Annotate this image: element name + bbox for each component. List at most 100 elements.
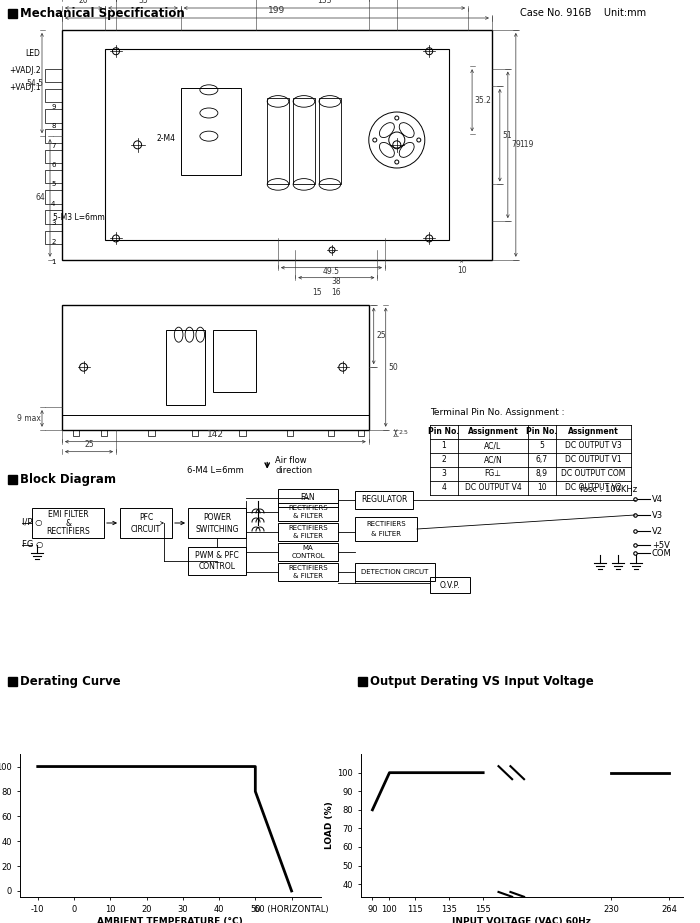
Text: 25: 25 <box>84 439 94 449</box>
Text: REGULATOR: REGULATOR <box>360 496 407 505</box>
Bar <box>278 523 338 541</box>
Bar <box>105 49 449 240</box>
Bar <box>293 98 315 185</box>
Text: +5V: +5V <box>652 541 670 549</box>
Text: 2: 2 <box>51 239 55 246</box>
Bar <box>192 430 198 436</box>
Bar <box>328 430 334 436</box>
Text: DC OUTPUT COM: DC OUTPUT COM <box>561 469 626 478</box>
Text: RECTIFIERS: RECTIFIERS <box>366 521 406 527</box>
Text: 6,7: 6,7 <box>536 455 548 464</box>
Text: AC/N: AC/N <box>484 455 503 464</box>
Bar <box>73 430 79 436</box>
Text: V3: V3 <box>652 510 663 520</box>
Text: &: & <box>65 519 71 528</box>
Bar <box>45 150 62 163</box>
Text: RECTIFIERS: RECTIFIERS <box>288 525 328 532</box>
Text: 50: 50 <box>389 363 398 372</box>
Text: Pin No.: Pin No. <box>526 427 558 437</box>
Text: 20: 20 <box>79 0 88 5</box>
Bar <box>188 547 246 575</box>
Text: 4: 4 <box>51 200 55 207</box>
Bar <box>8 475 17 484</box>
Bar <box>32 508 104 538</box>
Bar <box>8 9 17 18</box>
Text: V2: V2 <box>652 526 663 535</box>
Text: V4: V4 <box>652 495 663 504</box>
X-axis label: AMBIENT TEMPERATURE (°C): AMBIENT TEMPERATURE (°C) <box>97 917 243 923</box>
Text: 38: 38 <box>332 277 341 286</box>
Text: 15: 15 <box>312 288 322 296</box>
Bar <box>278 503 338 521</box>
Text: Terminal Pin No. Assignment :: Terminal Pin No. Assignment : <box>430 408 564 416</box>
Text: O.V.P.: O.V.P. <box>440 581 461 590</box>
Text: DC OUTPUT V1: DC OUTPUT V1 <box>565 455 622 464</box>
Text: Mechanical Specification: Mechanical Specification <box>20 7 185 20</box>
Bar <box>319 98 341 185</box>
Text: COM: COM <box>652 548 672 557</box>
Bar <box>148 430 155 436</box>
Bar <box>45 129 62 143</box>
Text: +VADJ.2: +VADJ.2 <box>9 66 41 75</box>
Text: 6-M4 L=6mm: 6-M4 L=6mm <box>187 466 244 474</box>
Bar <box>181 88 241 174</box>
Y-axis label: LOAD (%): LOAD (%) <box>326 802 335 849</box>
Text: 8: 8 <box>51 124 55 129</box>
Text: FG⊥: FG⊥ <box>484 469 501 478</box>
Text: Derating Curve: Derating Curve <box>20 675 120 688</box>
Text: SWITCHING: SWITCHING <box>195 524 239 533</box>
Bar <box>45 170 62 184</box>
Text: PFC: PFC <box>139 512 153 521</box>
Text: & FILTER: & FILTER <box>293 572 323 579</box>
Text: 2-M4: 2-M4 <box>156 134 175 142</box>
Text: 6: 6 <box>51 162 55 168</box>
Text: +VADJ.1: +VADJ.1 <box>9 83 41 92</box>
Bar <box>62 30 492 259</box>
Bar <box>355 563 435 581</box>
Bar <box>278 489 338 507</box>
Bar <box>45 109 62 123</box>
Bar <box>166 330 204 404</box>
Text: 7: 7 <box>51 143 55 149</box>
Text: RECTIFIERS: RECTIFIERS <box>288 506 328 511</box>
Bar <box>430 577 470 593</box>
Text: DC OUTPUT V4: DC OUTPUT V4 <box>465 483 522 492</box>
Text: fosc : 100KHz: fosc : 100KHz <box>580 485 637 494</box>
Text: & FILTER: & FILTER <box>371 531 401 537</box>
Bar <box>355 491 413 509</box>
Text: DETECTION CIRCUT: DETECTION CIRCUT <box>361 569 428 575</box>
Text: 35: 35 <box>138 0 148 5</box>
Text: & FILTER: & FILTER <box>293 512 323 519</box>
Text: 119: 119 <box>519 140 533 150</box>
Bar <box>188 508 246 538</box>
Text: Assignment: Assignment <box>468 427 519 437</box>
Bar <box>239 430 246 436</box>
Text: 54.5: 54.5 <box>26 78 43 88</box>
Bar <box>45 210 62 224</box>
Text: Block Diagram: Block Diagram <box>20 473 116 486</box>
Text: 142: 142 <box>207 430 224 438</box>
Bar <box>358 677 367 686</box>
Text: 3: 3 <box>442 469 447 478</box>
Text: 5: 5 <box>51 182 55 187</box>
Bar <box>45 89 62 102</box>
Text: CONTROL: CONTROL <box>291 553 325 558</box>
Text: AC/L: AC/L <box>484 441 502 450</box>
Text: 64: 64 <box>36 194 46 202</box>
Text: 51: 51 <box>503 131 512 139</box>
Text: 2.5: 2.5 <box>399 430 409 436</box>
Text: 2: 2 <box>442 455 447 464</box>
Text: & FILTER: & FILTER <box>293 533 323 539</box>
Text: Case No. 916B    Unit:mm: Case No. 916B Unit:mm <box>520 8 646 18</box>
Bar <box>101 430 107 436</box>
Text: Assignment: Assignment <box>568 427 619 437</box>
Text: RECTIFIERS: RECTIFIERS <box>46 527 90 536</box>
Text: 49.5: 49.5 <box>323 267 340 276</box>
Text: 10: 10 <box>457 266 466 275</box>
Text: EMI FILTER: EMI FILTER <box>48 509 88 519</box>
Text: 10: 10 <box>537 483 547 492</box>
X-axis label: INPUT VOLTAGE (VAC) 60Hz: INPUT VOLTAGE (VAC) 60Hz <box>452 917 591 923</box>
Text: 25: 25 <box>377 331 386 341</box>
Text: FG ○: FG ○ <box>22 541 43 549</box>
Text: DC OUTPUT V3: DC OUTPUT V3 <box>565 441 622 450</box>
